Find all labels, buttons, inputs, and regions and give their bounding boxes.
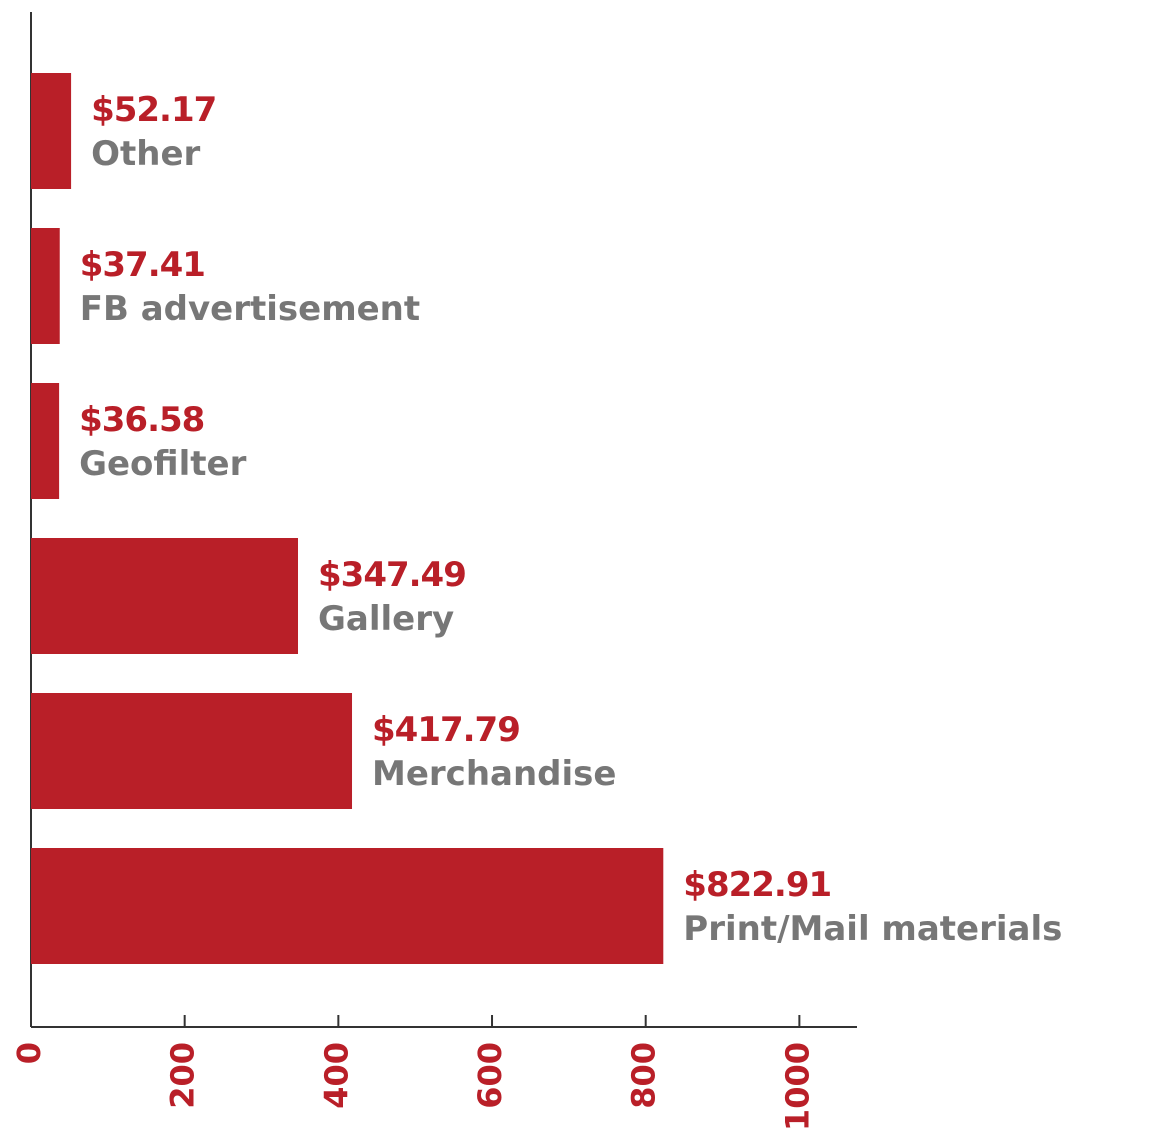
value-label: $822.91 [683, 865, 831, 905]
x-tick-label: 0 [10, 1042, 48, 1064]
x-tick-label: 400 [317, 1042, 355, 1109]
bar [31, 693, 353, 809]
x-tick-label: 600 [471, 1042, 509, 1109]
bar [31, 383, 60, 499]
value-label: $37.41 [80, 245, 205, 285]
category-label: Print/Mail materials [683, 909, 1062, 949]
x-tick-label: 200 [164, 1042, 202, 1109]
category-label: Geofilter [79, 444, 246, 484]
category-label: FB advertisement [80, 289, 420, 329]
value-label: $52.17 [91, 90, 216, 130]
category-label: Merchandise [372, 754, 616, 794]
bar [31, 848, 664, 964]
category-label: Gallery [318, 599, 454, 639]
bar [31, 228, 60, 344]
bar [31, 73, 72, 189]
x-tick-label: 1000 [778, 1042, 816, 1131]
value-label: $36.58 [79, 400, 204, 440]
category-label: Other [91, 134, 200, 174]
value-label: $417.79 [372, 710, 520, 750]
x-tick-label: 800 [625, 1042, 663, 1109]
bar [31, 538, 299, 654]
value-label: $347.49 [318, 555, 466, 595]
